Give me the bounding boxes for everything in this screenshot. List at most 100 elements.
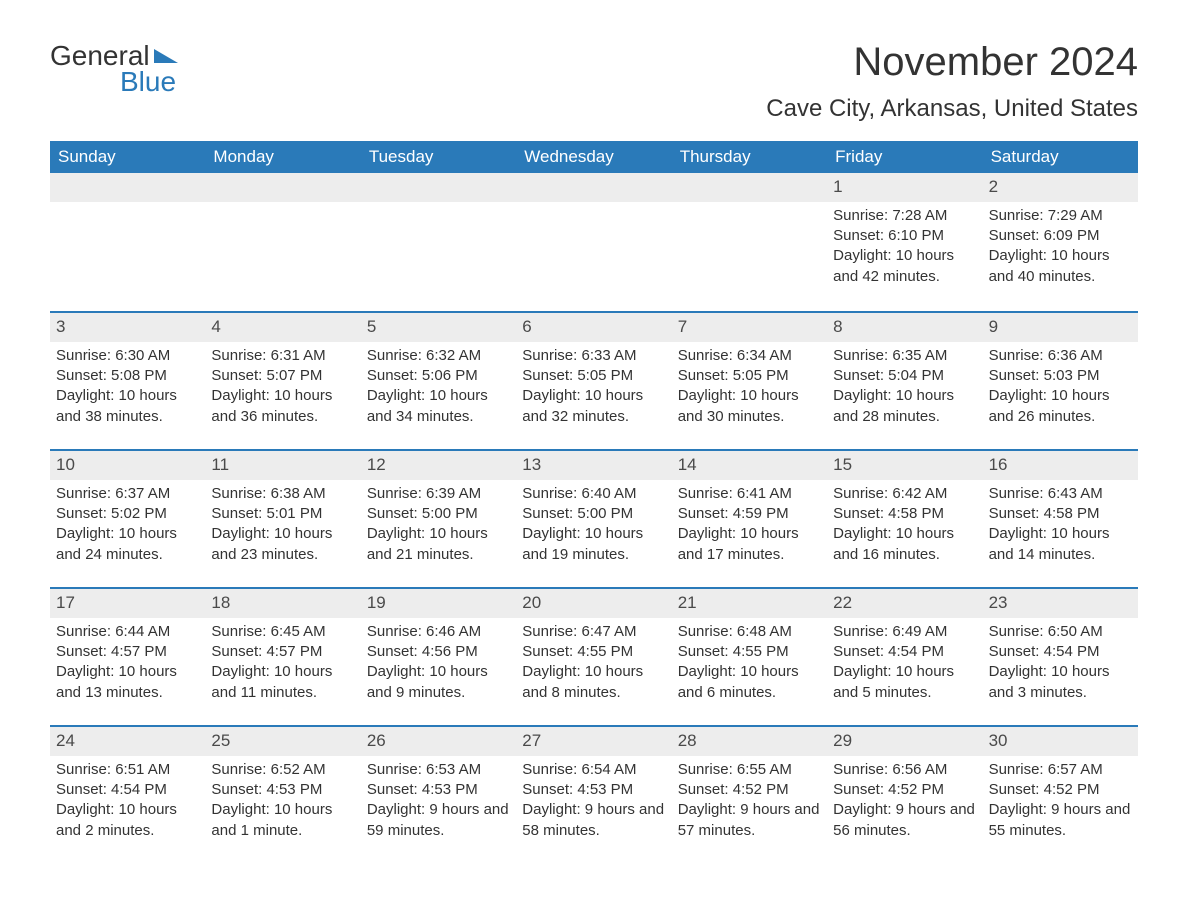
sunset-text: Sunset: 4:53 PM bbox=[367, 780, 510, 800]
day-body: Sunrise: 6:35 AMSunset: 5:04 PMDaylight:… bbox=[827, 342, 982, 433]
sunset-text: Sunset: 4:55 PM bbox=[522, 642, 665, 662]
day-body: Sunrise: 6:45 AMSunset: 4:57 PMDaylight:… bbox=[205, 618, 360, 709]
weeks-container: 1Sunrise: 7:28 AMSunset: 6:10 PMDaylight… bbox=[50, 173, 1138, 863]
day-body: Sunrise: 6:32 AMSunset: 5:06 PMDaylight:… bbox=[361, 342, 516, 433]
sunrise-text: Sunrise: 6:49 AM bbox=[833, 622, 976, 642]
day-body: Sunrise: 6:50 AMSunset: 4:54 PMDaylight:… bbox=[983, 618, 1138, 709]
sunset-text: Sunset: 4:57 PM bbox=[56, 642, 199, 662]
sunset-text: Sunset: 4:52 PM bbox=[678, 780, 821, 800]
day-body: Sunrise: 6:54 AMSunset: 4:53 PMDaylight:… bbox=[516, 756, 671, 847]
day-cell: 21Sunrise: 6:48 AMSunset: 4:55 PMDayligh… bbox=[672, 589, 827, 725]
day-number: 15 bbox=[827, 451, 982, 480]
day-cell: 6Sunrise: 6:33 AMSunset: 5:05 PMDaylight… bbox=[516, 313, 671, 449]
day-body: Sunrise: 6:36 AMSunset: 5:03 PMDaylight:… bbox=[983, 342, 1138, 433]
day-body: Sunrise: 7:28 AMSunset: 6:10 PMDaylight:… bbox=[827, 202, 982, 293]
daylight-text: Daylight: 10 hours and 38 minutes. bbox=[56, 386, 199, 427]
day-body: Sunrise: 6:37 AMSunset: 5:02 PMDaylight:… bbox=[50, 480, 205, 571]
day-body: Sunrise: 7:29 AMSunset: 6:09 PMDaylight:… bbox=[983, 202, 1138, 293]
location: Cave City, Arkansas, United States bbox=[766, 95, 1138, 123]
sunset-text: Sunset: 4:55 PM bbox=[678, 642, 821, 662]
day-body bbox=[672, 202, 827, 282]
sunrise-text: Sunrise: 6:46 AM bbox=[367, 622, 510, 642]
day-number: 18 bbox=[205, 589, 360, 618]
sunrise-text: Sunrise: 6:33 AM bbox=[522, 346, 665, 366]
day-cell bbox=[516, 173, 671, 311]
daylight-text: Daylight: 10 hours and 32 minutes. bbox=[522, 386, 665, 427]
day-number: 29 bbox=[827, 727, 982, 756]
day-number: 3 bbox=[50, 313, 205, 342]
daylight-text: Daylight: 10 hours and 34 minutes. bbox=[367, 386, 510, 427]
sunset-text: Sunset: 4:54 PM bbox=[989, 642, 1132, 662]
day-number bbox=[205, 173, 360, 202]
week-row: 1Sunrise: 7:28 AMSunset: 6:10 PMDaylight… bbox=[50, 173, 1138, 311]
day-number bbox=[516, 173, 671, 202]
day-number bbox=[361, 173, 516, 202]
sunset-text: Sunset: 4:53 PM bbox=[522, 780, 665, 800]
day-number: 19 bbox=[361, 589, 516, 618]
day-body: Sunrise: 6:31 AMSunset: 5:07 PMDaylight:… bbox=[205, 342, 360, 433]
day-cell: 11Sunrise: 6:38 AMSunset: 5:01 PMDayligh… bbox=[205, 451, 360, 587]
sunset-text: Sunset: 5:04 PM bbox=[833, 366, 976, 386]
daylight-text: Daylight: 9 hours and 58 minutes. bbox=[522, 800, 665, 841]
day-number: 20 bbox=[516, 589, 671, 618]
sunset-text: Sunset: 6:09 PM bbox=[989, 226, 1132, 246]
sunrise-text: Sunrise: 6:43 AM bbox=[989, 484, 1132, 504]
daylight-text: Daylight: 10 hours and 3 minutes. bbox=[989, 662, 1132, 703]
sunrise-text: Sunrise: 6:41 AM bbox=[678, 484, 821, 504]
day-cell: 30Sunrise: 6:57 AMSunset: 4:52 PMDayligh… bbox=[983, 727, 1138, 863]
day-cell: 12Sunrise: 6:39 AMSunset: 5:00 PMDayligh… bbox=[361, 451, 516, 587]
sunset-text: Sunset: 4:54 PM bbox=[833, 642, 976, 662]
day-body: Sunrise: 6:41 AMSunset: 4:59 PMDaylight:… bbox=[672, 480, 827, 571]
day-number: 30 bbox=[983, 727, 1138, 756]
daylight-text: Daylight: 10 hours and 17 minutes. bbox=[678, 524, 821, 565]
week-row: 17Sunrise: 6:44 AMSunset: 4:57 PMDayligh… bbox=[50, 587, 1138, 725]
daylight-text: Daylight: 10 hours and 19 minutes. bbox=[522, 524, 665, 565]
sunrise-text: Sunrise: 6:30 AM bbox=[56, 346, 199, 366]
sunrise-text: Sunrise: 6:34 AM bbox=[678, 346, 821, 366]
day-body: Sunrise: 6:30 AMSunset: 5:08 PMDaylight:… bbox=[50, 342, 205, 433]
daylight-text: Daylight: 10 hours and 6 minutes. bbox=[678, 662, 821, 703]
sunrise-text: Sunrise: 7:29 AM bbox=[989, 206, 1132, 226]
day-cell: 27Sunrise: 6:54 AMSunset: 4:53 PMDayligh… bbox=[516, 727, 671, 863]
day-number: 9 bbox=[983, 313, 1138, 342]
daylight-text: Daylight: 10 hours and 2 minutes. bbox=[56, 800, 199, 841]
sunrise-text: Sunrise: 6:36 AM bbox=[989, 346, 1132, 366]
day-cell: 14Sunrise: 6:41 AMSunset: 4:59 PMDayligh… bbox=[672, 451, 827, 587]
day-cell bbox=[50, 173, 205, 311]
day-cell: 4Sunrise: 6:31 AMSunset: 5:07 PMDaylight… bbox=[205, 313, 360, 449]
day-number: 12 bbox=[361, 451, 516, 480]
sunset-text: Sunset: 5:03 PM bbox=[989, 366, 1132, 386]
day-number: 11 bbox=[205, 451, 360, 480]
daylight-text: Daylight: 10 hours and 13 minutes. bbox=[56, 662, 199, 703]
day-number: 5 bbox=[361, 313, 516, 342]
day-body: Sunrise: 6:43 AMSunset: 4:58 PMDaylight:… bbox=[983, 480, 1138, 571]
daylight-text: Daylight: 9 hours and 57 minutes. bbox=[678, 800, 821, 841]
day-number: 2 bbox=[983, 173, 1138, 202]
day-number: 10 bbox=[50, 451, 205, 480]
day-cell: 8Sunrise: 6:35 AMSunset: 5:04 PMDaylight… bbox=[827, 313, 982, 449]
logo-text-blue: Blue bbox=[120, 66, 176, 98]
week-row: 24Sunrise: 6:51 AMSunset: 4:54 PMDayligh… bbox=[50, 725, 1138, 863]
daylight-text: Daylight: 10 hours and 21 minutes. bbox=[367, 524, 510, 565]
day-body: Sunrise: 6:49 AMSunset: 4:54 PMDaylight:… bbox=[827, 618, 982, 709]
sunset-text: Sunset: 5:00 PM bbox=[367, 504, 510, 524]
day-cell: 5Sunrise: 6:32 AMSunset: 5:06 PMDaylight… bbox=[361, 313, 516, 449]
weekday-header: Tuesday bbox=[361, 141, 516, 173]
daylight-text: Daylight: 10 hours and 26 minutes. bbox=[989, 386, 1132, 427]
day-number: 22 bbox=[827, 589, 982, 618]
day-number: 28 bbox=[672, 727, 827, 756]
daylight-text: Daylight: 10 hours and 8 minutes. bbox=[522, 662, 665, 703]
week-row: 10Sunrise: 6:37 AMSunset: 5:02 PMDayligh… bbox=[50, 449, 1138, 587]
day-number: 1 bbox=[827, 173, 982, 202]
daylight-text: Daylight: 10 hours and 5 minutes. bbox=[833, 662, 976, 703]
day-number: 27 bbox=[516, 727, 671, 756]
daylight-text: Daylight: 10 hours and 1 minute. bbox=[211, 800, 354, 841]
day-body: Sunrise: 6:53 AMSunset: 4:53 PMDaylight:… bbox=[361, 756, 516, 847]
sunset-text: Sunset: 5:02 PM bbox=[56, 504, 199, 524]
day-cell: 15Sunrise: 6:42 AMSunset: 4:58 PMDayligh… bbox=[827, 451, 982, 587]
day-number: 21 bbox=[672, 589, 827, 618]
day-cell: 9Sunrise: 6:36 AMSunset: 5:03 PMDaylight… bbox=[983, 313, 1138, 449]
day-number: 8 bbox=[827, 313, 982, 342]
sunrise-text: Sunrise: 6:45 AM bbox=[211, 622, 354, 642]
daylight-text: Daylight: 9 hours and 56 minutes. bbox=[833, 800, 976, 841]
